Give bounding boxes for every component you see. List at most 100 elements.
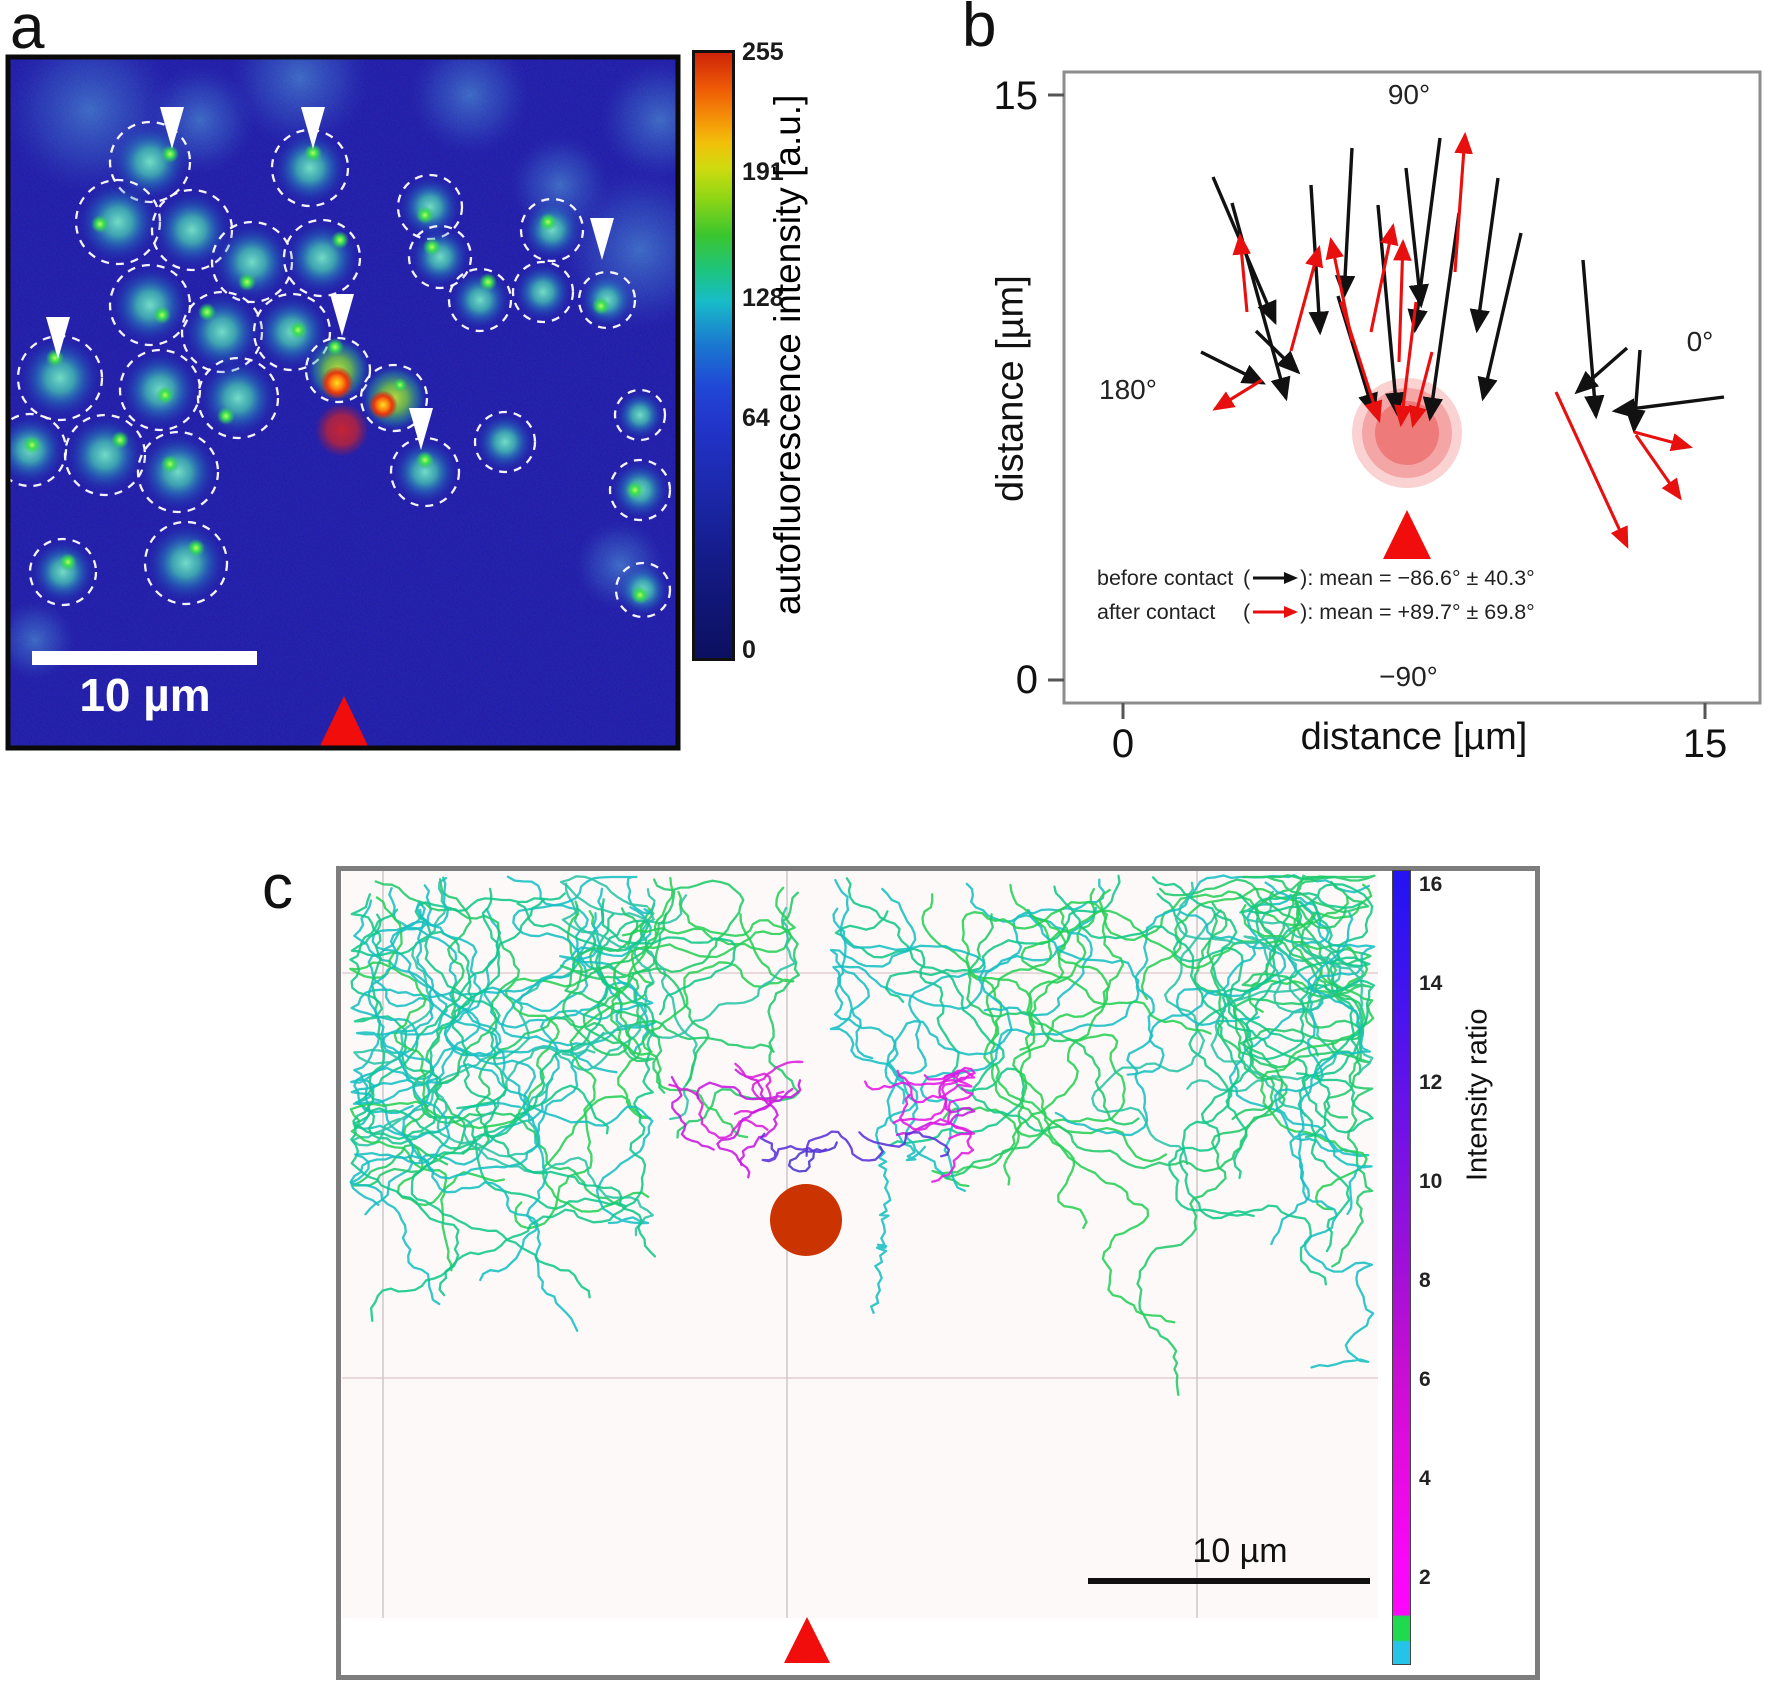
colorbar-tick-0: 0: [742, 636, 756, 664]
cell-blob: [285, 221, 359, 295]
trajectory-path: [845, 877, 1045, 1133]
axis-ticks: [1048, 93, 1707, 719]
cell-blob: [31, 540, 95, 604]
cell-blob: [154, 192, 230, 268]
cell-dashed-circle: [136, 430, 220, 514]
cell-nucleus-dot: [626, 481, 644, 499]
hot-cell-core: [369, 391, 397, 419]
colorbar-tick-4: 4: [1419, 1467, 1431, 1490]
trajectory-path: [418, 907, 654, 1166]
before-contact-arrow: [1611, 395, 1725, 419]
cell-dashed-circle: [519, 197, 585, 263]
cell-nucleus-dot: [59, 553, 77, 571]
colorbar-tick-6: 6: [1419, 1368, 1431, 1391]
trajectory-path: [931, 909, 1110, 1188]
trajectory-path: [966, 913, 1140, 1126]
trajectory-path: [412, 878, 622, 1207]
trajectory-path: [1300, 912, 1374, 1268]
cell-dashed-circle: [608, 458, 672, 522]
cell-nucleus-dot: [416, 451, 434, 469]
y-tick-15: 15: [993, 74, 1039, 118]
cell-nucleus-dot: [156, 386, 174, 404]
before-contact-arrow: [1407, 137, 1442, 334]
colorbar-tick-12: 12: [1419, 1071, 1443, 1094]
trajectory-path: [1241, 874, 1376, 1040]
after-contact-arrow: [1232, 232, 1251, 313]
trajectory-path: [410, 902, 651, 1299]
cell-blob: [514, 263, 572, 321]
hot-cell-tip: [326, 338, 344, 356]
after-contact-arrow: [1453, 131, 1473, 273]
cell-nucleus-dot: [198, 303, 216, 321]
colorbar-tick-10: 10: [1419, 1170, 1443, 1193]
legend-stats-text: ): mean = +89.7° ± 69.8°: [1300, 599, 1535, 624]
x-axis-label: distance [µm]: [1300, 716, 1528, 758]
cell-dashed-circle: [359, 363, 429, 433]
plot-area-background: [342, 871, 1378, 1618]
trajectory-path: [759, 1132, 827, 1163]
angle-label-0: 0°: [1686, 326, 1714, 357]
cell-nucleus-dot: [91, 215, 109, 233]
cell-dashed-circle: [304, 336, 372, 404]
legend-stats-text: ): mean = −86.6° ± 40.3°: [1300, 565, 1535, 590]
cell-nucleus-dot: [23, 436, 41, 454]
before-contact-arrow: [1404, 167, 1429, 309]
red-target-circle: [770, 1184, 842, 1256]
cell-nucleus-dot: [631, 586, 649, 604]
red-bead: [315, 403, 369, 457]
after-contact-arrow: [1394, 301, 1418, 428]
cell-dashed-circle: [613, 388, 667, 442]
cell-blob: [476, 413, 534, 471]
trajectory-path: [965, 882, 1093, 1017]
before-contact-arrow: [1574, 346, 1629, 395]
trajectory-path: [641, 913, 795, 1053]
trajectory-path: [350, 893, 460, 1297]
cell-nucleus-dot: [217, 407, 235, 425]
trajectory-path: [559, 878, 745, 1026]
cell-nucleus-dot: [289, 321, 307, 339]
white-arrowhead-icon: [330, 294, 354, 336]
legend: before contact (): mean = −86.6° ± 40.3° a…: [1097, 561, 1535, 629]
colorbar-tick-14: 14: [1419, 972, 1443, 995]
trajectory-path: [367, 884, 654, 1225]
trajectory-path: [350, 913, 471, 1145]
angle-label-minus90: −90°: [1379, 661, 1438, 692]
scale-bar: [32, 651, 257, 665]
legend-open-paren: (: [1243, 599, 1251, 624]
trajectory-path: [350, 908, 541, 1306]
after-contact-arrow: [1369, 222, 1399, 333]
trajectory-path: [353, 876, 554, 1158]
cell-dashed-circle: [407, 224, 473, 290]
before-contact-arrow: [1422, 212, 1461, 422]
after-contact-arrow: [1339, 301, 1383, 423]
after-contact-arrow: [1554, 391, 1629, 549]
target-circle: [770, 1184, 842, 1256]
trajectory-path: [1175, 910, 1287, 1027]
after-contact-arrow: [1634, 434, 1682, 501]
panel-a-label: a: [10, 0, 45, 62]
trajectory-path: [832, 878, 1106, 1060]
trajectory-path: [370, 912, 655, 1322]
colorbar-title: autofluorescence intensity [a.u.]: [767, 94, 808, 616]
red-triangle-marker: [320, 696, 368, 746]
red-triangle: [320, 696, 368, 746]
colorbar-tick-2: 2: [1419, 1566, 1431, 1589]
cell-dashed-circle: [8, 412, 68, 488]
panel-a-microscopy-image: [5, 54, 681, 751]
after-contact-arrow: [1212, 378, 1263, 411]
cell-dashed-circle: [196, 356, 280, 440]
red-damage-spot: [315, 403, 369, 457]
cell-blob: [112, 267, 188, 343]
trajectory-path: [462, 888, 656, 1237]
legend-arrow-icon: [1253, 572, 1299, 584]
colorbar-intensity-ratio: [1392, 870, 1411, 1665]
colorbar-tick-191: 191: [742, 158, 784, 186]
y-tick-0: 0: [1015, 658, 1038, 702]
red-triangle: [1383, 510, 1431, 559]
cell-blob: [399, 176, 461, 238]
cell-nucleus-dot: [304, 144, 322, 162]
legend-row-after: after contact (): mean = +89.7° ± 69.8°: [1097, 595, 1535, 629]
white-arrowhead-icon: [409, 408, 433, 450]
after-contact-arrow: [1393, 238, 1412, 363]
